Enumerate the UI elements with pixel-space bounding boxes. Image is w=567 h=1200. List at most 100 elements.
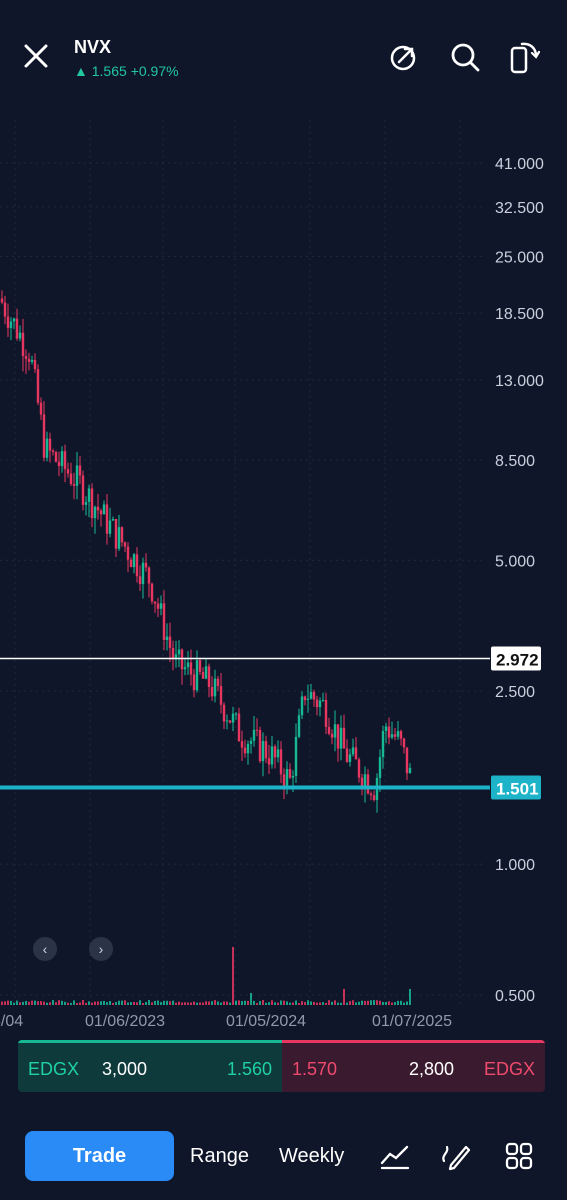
candle-body — [159, 603, 163, 609]
scroll-right-button[interactable]: › — [89, 937, 113, 961]
volume-bar — [217, 1001, 219, 1005]
candle-body — [63, 451, 67, 470]
search-icon[interactable] — [449, 40, 481, 74]
candle-body — [117, 527, 121, 549]
volume-bar — [106, 1002, 108, 1005]
candle-body — [378, 757, 382, 778]
candle-body — [318, 700, 322, 708]
volume-bar — [382, 1001, 384, 1005]
volume-bar — [403, 1002, 405, 1005]
bid-button[interactable]: EDGX 3,000 1.560 — [18, 1040, 282, 1092]
grid-menu-icon[interactable] — [504, 1141, 534, 1171]
price-chart[interactable]: 2.972 1.501 41.000 32.500 25.000 18.500 13.00… — [0, 110, 567, 1030]
interval-button[interactable]: Weekly — [279, 1145, 345, 1167]
candle-body — [234, 713, 238, 715]
price-lines[interactable]: 2.972 1.501 — [0, 646, 541, 800]
volume-bar — [97, 1001, 99, 1005]
candle-body — [390, 734, 394, 738]
volume-bar — [337, 1002, 339, 1005]
volume-bar — [250, 993, 252, 1005]
candle-body — [99, 510, 103, 515]
x-axis: 3/04 01/06/2023 01/05/2024 01/07/2025 — [0, 1013, 452, 1030]
candle-body — [243, 747, 247, 754]
candle-body — [354, 747, 358, 760]
scroll-left-button[interactable]: ‹ — [33, 937, 57, 961]
volume-bar — [142, 1002, 144, 1005]
volume-bar — [346, 1002, 348, 1005]
candle-body — [180, 649, 184, 670]
candle-body — [108, 520, 112, 534]
volume-bar — [178, 1001, 180, 1005]
volume-bar — [256, 1002, 258, 1005]
volume-bar — [286, 1001, 288, 1005]
volume-bar — [355, 1002, 357, 1005]
volume-bar — [328, 1000, 330, 1005]
volume-bar — [103, 1000, 105, 1005]
candle-body — [120, 527, 124, 543]
candle-body — [324, 699, 328, 727]
volume-bar — [43, 1001, 45, 1005]
volume-bar — [7, 1000, 9, 1005]
volume-bar — [151, 1002, 153, 1005]
candle-body — [339, 727, 343, 749]
candle-body — [177, 649, 181, 655]
volume-bar — [79, 1002, 81, 1005]
candle-body — [363, 774, 367, 788]
ask-exchange: EDGX — [483, 1059, 535, 1079]
ask-size: 2,800 — [409, 1059, 455, 1079]
share-icon[interactable] — [388, 40, 420, 74]
candle-body — [330, 733, 334, 738]
volume-bar — [184, 1002, 186, 1005]
volume-bar — [133, 1001, 135, 1005]
candle-body — [249, 740, 253, 744]
volume-bar — [61, 1000, 63, 1005]
candle-body — [393, 734, 397, 737]
candle-body — [288, 769, 292, 778]
y-axis: 41.000 32.500 25.000 18.500 13.000 8.500 5.000… — [495, 156, 544, 1005]
candle-body — [261, 741, 265, 762]
volume-bar — [67, 1002, 69, 1005]
candle-body — [24, 356, 28, 359]
candle-body — [126, 546, 130, 560]
candle-body — [123, 542, 127, 547]
volume-bar — [376, 1000, 378, 1005]
candle-body — [0, 298, 4, 303]
ask-button[interactable]: 1.570 2,800 EDGX — [282, 1040, 545, 1092]
candle-body — [231, 713, 235, 723]
y-tick-label: 41.000 — [495, 156, 544, 173]
rotate-icon[interactable] — [508, 40, 540, 74]
candle-body — [273, 746, 277, 758]
candle-body — [264, 741, 268, 759]
candle-body — [333, 724, 337, 738]
volume-bar — [55, 1002, 57, 1005]
candle-body — [270, 746, 274, 765]
volume-bar — [400, 1000, 402, 1005]
close-icon[interactable] — [18, 38, 54, 74]
price-line-badge — [491, 646, 541, 671]
candle-body — [114, 519, 118, 549]
volume-bar — [175, 1002, 177, 1005]
volume-bar — [124, 1000, 126, 1005]
candle-body — [144, 562, 148, 568]
volume-bar — [112, 1002, 114, 1005]
candle-body — [285, 769, 289, 787]
candle-body — [213, 678, 217, 697]
indicator-icon[interactable] — [380, 1141, 410, 1171]
range-button[interactable]: Range — [190, 1145, 249, 1167]
draw-icon[interactable] — [441, 1141, 471, 1171]
candle-body — [327, 726, 331, 734]
candle-body — [408, 767, 412, 774]
y-tick-label: 0.500 — [495, 988, 535, 1005]
volume-bar — [4, 1001, 6, 1005]
volume-bar — [91, 1002, 93, 1005]
volume-bar — [118, 1000, 120, 1005]
trade-button[interactable]: Trade — [25, 1131, 174, 1181]
volume-bar — [202, 1002, 204, 1005]
volume-bar — [136, 1002, 138, 1005]
y-tick-label: 13.000 — [495, 373, 544, 390]
candle-body — [138, 576, 142, 585]
volume-bar — [187, 1002, 189, 1005]
candle-body — [165, 636, 169, 640]
volume-bar — [262, 1000, 264, 1005]
x-tick-label: 3/04 — [0, 1013, 23, 1030]
